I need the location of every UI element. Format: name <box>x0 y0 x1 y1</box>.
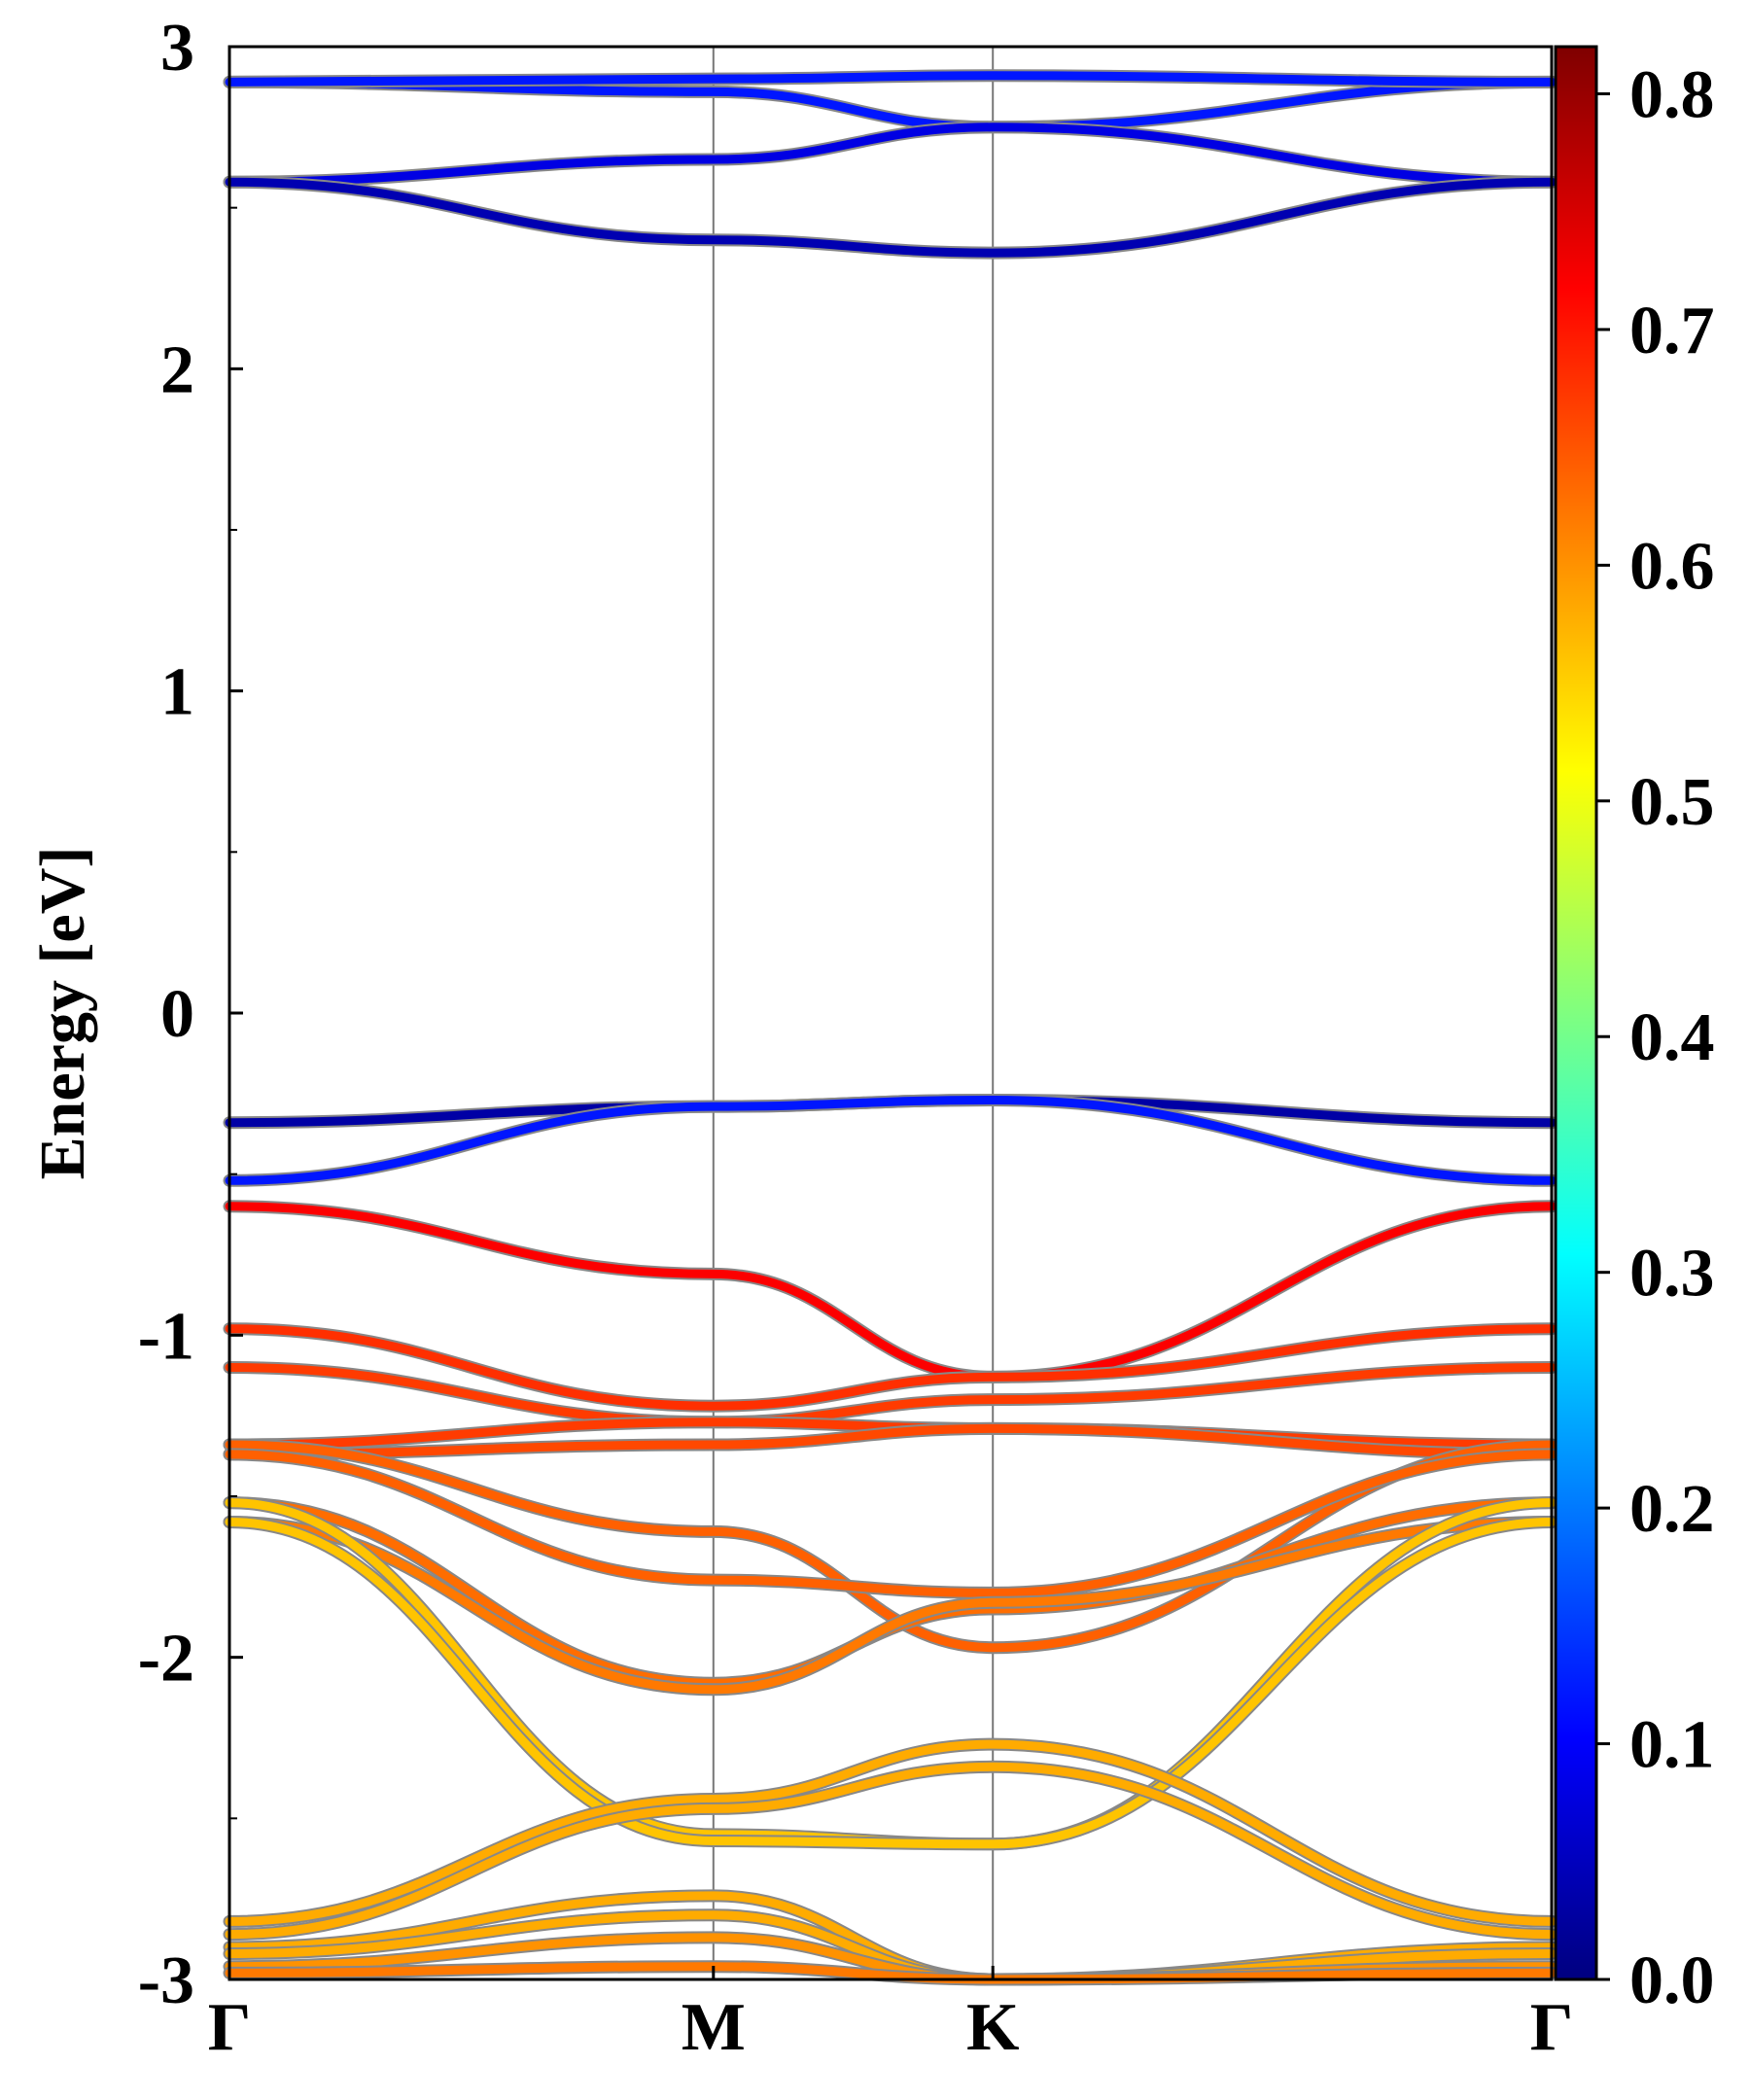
colorbar-tick-label: 0.0 <box>1629 1943 1715 2018</box>
colorbar-tick-label: 0.8 <box>1629 57 1715 132</box>
colorbar-ticks: 0.8 0.7 0.6 0.5 0.4 0.3 0.2 0.1 0.0 <box>1596 57 1715 2018</box>
colorbar <box>1554 45 1598 1981</box>
band-line <box>223 1421 1558 1461</box>
band-stroke <box>225 1498 1557 1849</box>
band-stroke <box>225 1324 1557 1411</box>
band-line <box>223 1448 1558 1599</box>
band-outline <box>223 1760 1558 1942</box>
y-tick-label: 1 <box>160 655 194 730</box>
y-tick-label: -3 <box>138 1943 194 2018</box>
y-axis-label: Energy [eV] <box>27 847 98 1180</box>
band-line <box>223 1737 1558 1928</box>
colorbar-tick-label: 0.3 <box>1629 1237 1715 1312</box>
y-ticks: 3 2 1 0 -1 -2 -3 <box>138 11 243 2018</box>
band-stroke <box>225 1962 1557 1984</box>
band-line <box>223 1093 1558 1187</box>
band-line <box>223 1516 1558 1697</box>
plot-frame <box>228 45 1554 1981</box>
band-line <box>223 69 1558 88</box>
band-line <box>223 1908 1558 1986</box>
x-tick-label: Γ <box>1530 1990 1574 2065</box>
band-line <box>223 175 1558 260</box>
band-line <box>223 1760 1558 1942</box>
band-line <box>223 1960 1558 1986</box>
band-stroke <box>225 1450 1557 1597</box>
band-outline <box>223 175 1558 260</box>
band-outline <box>223 1496 1558 1851</box>
band-stroke <box>225 1910 1557 1984</box>
band-line <box>223 1322 1558 1413</box>
band-line <box>223 1361 1558 1429</box>
band-line <box>223 75 1558 134</box>
band-stroke <box>225 1518 1557 1695</box>
y-tick-label: -1 <box>138 1299 194 1374</box>
x-tick-label: K <box>966 1990 1019 2065</box>
band-stroke <box>225 1423 1557 1459</box>
band-line <box>223 1200 1558 1383</box>
x-tick-label: Γ <box>208 1990 252 2065</box>
colorbar-tick-label: 0.5 <box>1629 765 1715 840</box>
colorbar-tick-label: 0.2 <box>1629 1472 1715 1547</box>
y-tick-label: -2 <box>138 1622 194 1697</box>
colorbar-tick-label: 0.4 <box>1629 1000 1715 1075</box>
band-stroke <box>225 177 1557 258</box>
band-stroke <box>225 1518 1557 1849</box>
colorbar-tick-label: 0.6 <box>1629 529 1715 604</box>
k-point-lines <box>712 47 995 1979</box>
band-line <box>223 1516 1558 1851</box>
band-stroke <box>225 122 1557 187</box>
y-tick-label: 0 <box>160 977 194 1052</box>
band-stroke <box>225 1739 1557 1926</box>
band-stroke <box>225 1363 1557 1427</box>
band-line <box>223 1496 1558 1851</box>
colorbar-tick-label: 0.7 <box>1629 294 1715 368</box>
band-stroke <box>225 1762 1557 1940</box>
band-stroke <box>225 1440 1557 1653</box>
y-tick-label: 2 <box>160 332 194 407</box>
colorbar-tick-label: 0.1 <box>1629 1708 1715 1783</box>
y-tick-label: 3 <box>160 11 194 86</box>
band-line <box>223 1438 1558 1655</box>
band-stroke <box>225 1202 1557 1382</box>
band-stroke <box>225 1095 1557 1185</box>
x-tick-label: M <box>682 1990 746 2065</box>
band-stroke <box>225 71 1557 87</box>
band-line <box>223 121 1558 189</box>
band-lines <box>223 69 1558 1986</box>
